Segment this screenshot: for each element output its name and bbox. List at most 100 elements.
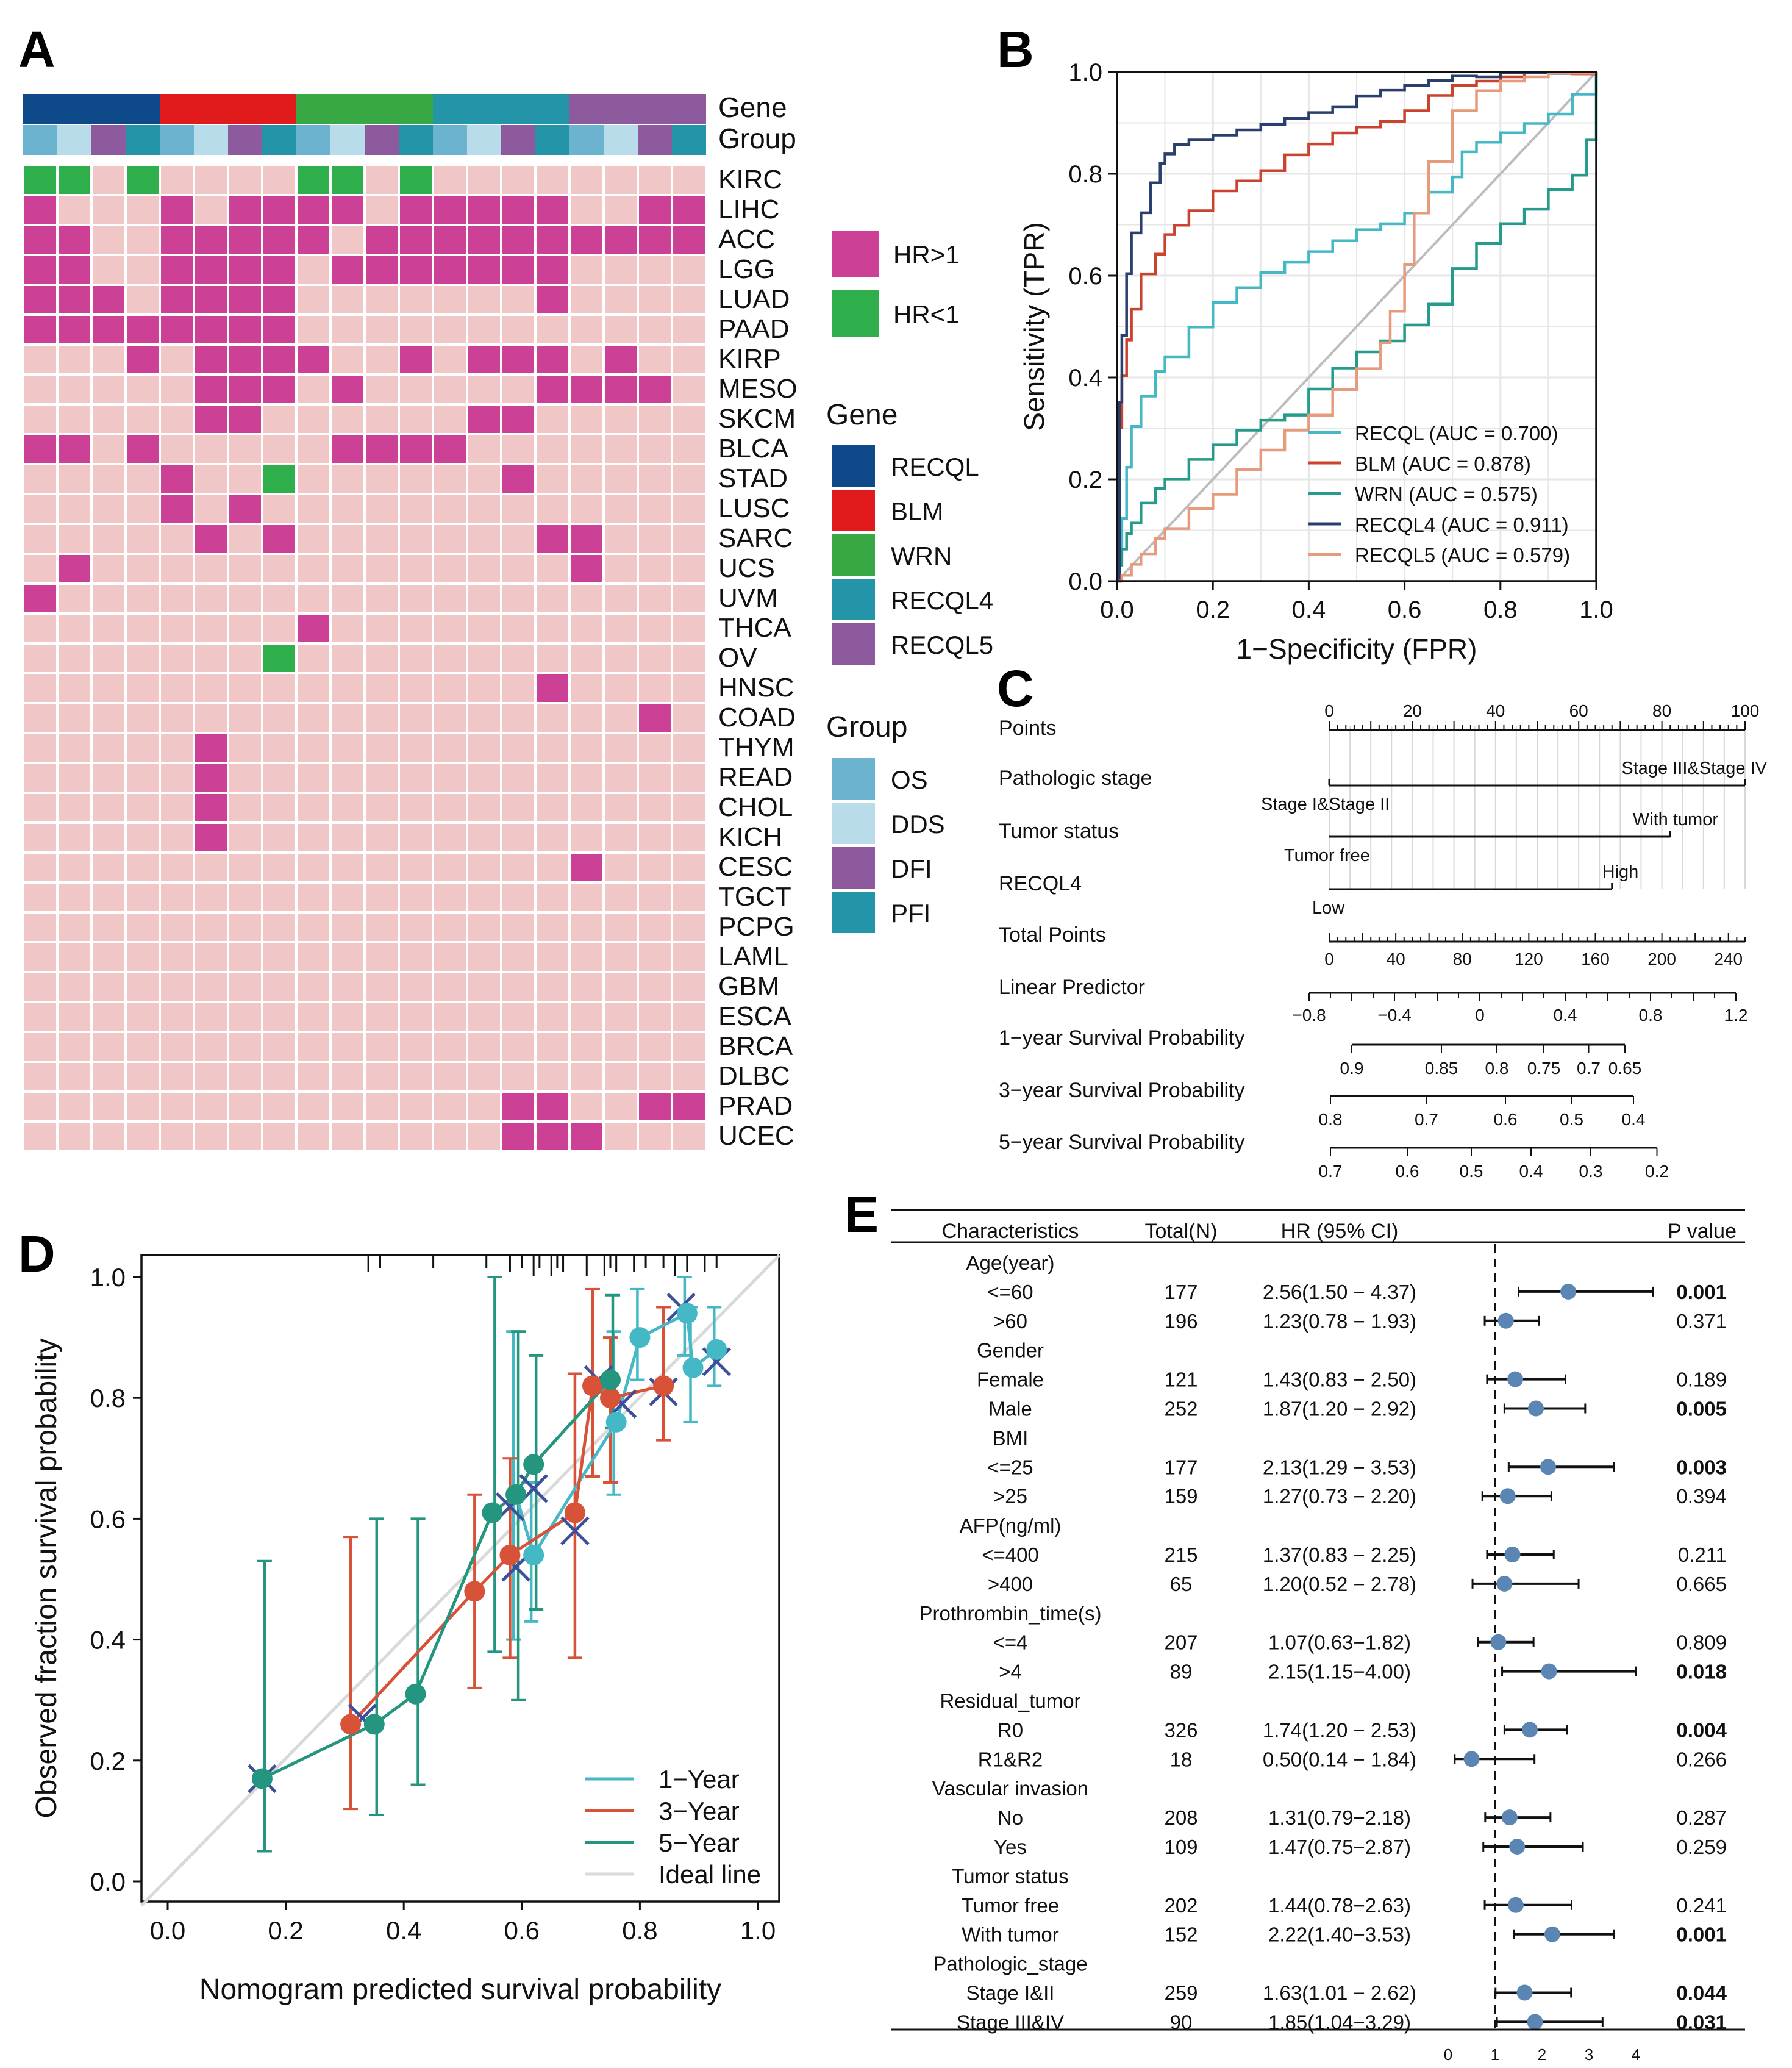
heatmap-cell [161, 406, 193, 433]
heatmap-cell [502, 346, 534, 373]
heatmap-cell [434, 615, 466, 642]
heatmap-cell [229, 406, 261, 433]
heatmap-cell [434, 943, 466, 971]
forest-row-hr: 1.37(0.83 − 2.25) [1263, 1544, 1416, 1566]
heatmap-cell [468, 525, 500, 553]
heatmap-cell [93, 316, 124, 343]
heatmap-row-label: BLCA [718, 434, 789, 463]
heatmap-cell [537, 1123, 568, 1150]
heatmap-cell [434, 1123, 466, 1150]
forest-group-label: Vascular invasion [932, 1777, 1088, 1800]
heatmap-cell [400, 854, 432, 881]
heatmap-cell [639, 674, 671, 702]
forest-row-hr: 1.87(1.20 − 2.92) [1263, 1398, 1416, 1420]
heatmap-cell [93, 914, 124, 941]
heatmap-cell [400, 914, 432, 941]
heatmap-cell [332, 376, 363, 403]
heatmap-cell [59, 525, 90, 553]
heatmap-cell [639, 615, 671, 642]
heatmap-cell [24, 943, 56, 971]
heatmap-cell [400, 286, 432, 313]
heatmap-cell [537, 854, 568, 881]
heatmap-cell [93, 1123, 124, 1150]
heatmap-cell [571, 645, 602, 672]
heatmap-cell [502, 854, 534, 881]
heatmap-cell [605, 973, 637, 1001]
heatmap-cell [639, 854, 671, 881]
heatmap-cell [332, 256, 363, 284]
forest-point [1516, 1984, 1533, 2001]
heatmap-cell [434, 226, 466, 254]
heatmap-cell [229, 585, 261, 612]
heatmap-cell [332, 704, 363, 732]
group-annotation-cell [467, 125, 501, 155]
forest-row-total: 196 [1164, 1310, 1198, 1333]
heatmap-cell [673, 376, 705, 403]
heatmap-cell [195, 973, 227, 1001]
heatmap-cell [502, 256, 534, 284]
heatmap-cell [537, 555, 568, 582]
heatmap-cell [605, 824, 637, 851]
heatmap-cell [434, 585, 466, 612]
heatmap-cell [468, 645, 500, 672]
heatmap-cell [434, 1003, 466, 1031]
forest-row-p: 0.259 [1676, 1836, 1727, 1858]
y-tick-label: 0.0 [90, 1867, 126, 1896]
heatmap-cell [468, 734, 500, 762]
heatmap-cell [161, 824, 193, 851]
heatmap-cell [571, 734, 602, 762]
gene-annotation-cell [23, 94, 57, 124]
heatmap-cell [59, 884, 90, 911]
heatmap-cell [263, 196, 295, 224]
heatmap-cell [161, 1063, 193, 1090]
heatmap-cell [537, 495, 568, 523]
heatmap-cell [400, 674, 432, 702]
heatmap-cell [24, 316, 56, 343]
y-tick-label: 0.4 [90, 1626, 126, 1655]
forest-point [1560, 1283, 1577, 1300]
heatmap-cell [263, 973, 295, 1001]
heatmap-cell [229, 943, 261, 971]
gene-legend-swatch [832, 445, 875, 487]
points-axis-label: 0 [1324, 701, 1334, 720]
heatmap-cell [263, 824, 295, 851]
heatmap-cell [571, 286, 602, 313]
heatmap-cell [400, 794, 432, 821]
heatmap-row-label: UCEC [718, 1121, 794, 1151]
heatmap-cell [263, 256, 295, 284]
heatmap-cell [400, 1033, 432, 1061]
heatmap-cell [673, 316, 705, 343]
heatmap-cell [59, 973, 90, 1001]
group-annotation-cell [262, 125, 296, 155]
heatmap-row-label: COAD [718, 703, 796, 732]
heatmap-row-label: DLBC [718, 1061, 790, 1091]
heatmap-cell [298, 645, 329, 672]
heatmap-row-label: PRAD [718, 1091, 793, 1121]
heatmap-cell [195, 1063, 227, 1090]
gene-annotation-cell [330, 94, 365, 124]
x-tick-label: 0.2 [1196, 596, 1230, 623]
heatmap-cell [468, 286, 500, 313]
heatmap-cell [400, 973, 432, 1001]
forest-row-label: <=25 [987, 1456, 1033, 1478]
heatmap-cell [332, 1033, 363, 1061]
five-year-survival-label: 0.4 [1519, 1162, 1543, 1181]
heatmap-cell [639, 435, 671, 463]
gene-legend-swatch [832, 490, 875, 531]
heatmap-cell [161, 704, 193, 732]
forest-row-total: 208 [1164, 1806, 1198, 1829]
heatmap-cell [195, 645, 227, 672]
heatmap-cell [400, 704, 432, 732]
heatmap-cell [229, 824, 261, 851]
y-tick-label: 0.6 [1068, 263, 1102, 290]
heatmap-row-label: SARC [718, 523, 793, 553]
forest-row-total: 159 [1164, 1485, 1198, 1508]
heatmap-cell [605, 884, 637, 911]
heatmap-cell [502, 674, 534, 702]
heatmap-cell [161, 615, 193, 642]
heatmap-cell [571, 854, 602, 881]
heatmap-cell [673, 615, 705, 642]
roc-legend-label: RECQL5 (AUC = 0.579) [1355, 544, 1570, 567]
heatmap-cell [93, 794, 124, 821]
hr-legend-label: HR<1 [893, 300, 960, 329]
